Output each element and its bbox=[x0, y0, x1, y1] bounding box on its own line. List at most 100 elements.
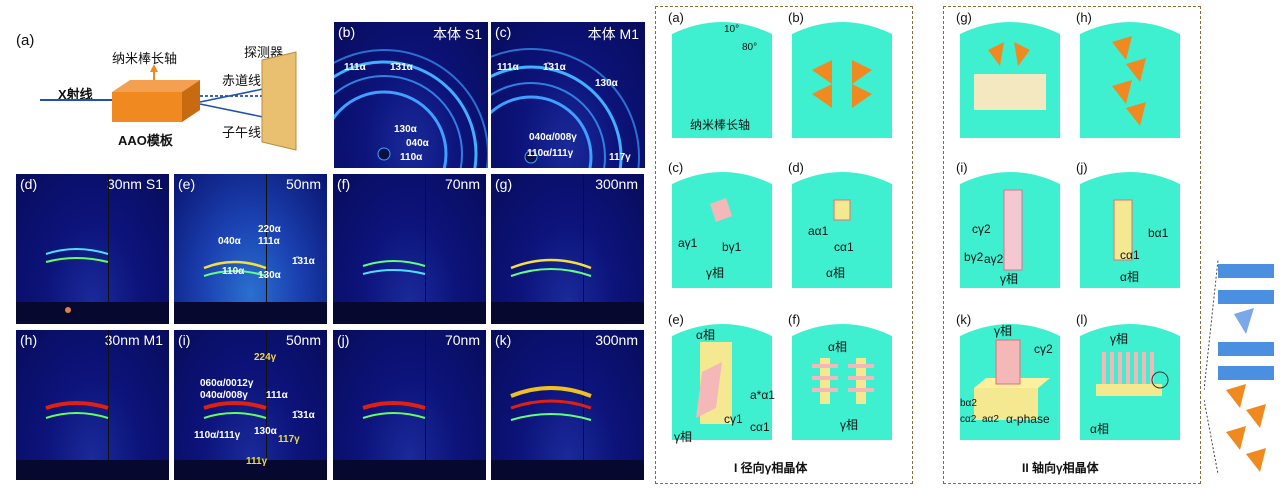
axis-label: cα1 bbox=[750, 420, 770, 434]
model-cell-2k: (k) γ相 cγ2 bα2 cα2 aα2 α-phase bbox=[954, 312, 1066, 440]
phase-label: γ相 bbox=[1110, 332, 1129, 346]
waxd-panel-i: (i) 50nm 224γ 060α/0012γ 040α/008γ 111α … bbox=[174, 330, 327, 480]
cell-label: (f) bbox=[788, 312, 801, 327]
waxd-panel-j: (j) 70nm bbox=[333, 330, 486, 480]
bulk-panel-s1: (b) 本体 S1 111α 1̄31α 130α 040α 110α bbox=[334, 22, 488, 168]
axis-label: aα2 bbox=[982, 414, 999, 425]
waxd-panel-h: (h) 30nm M1 bbox=[16, 330, 169, 480]
detector-label: 探测器 bbox=[244, 45, 284, 60]
reflection-label: 130α bbox=[254, 426, 277, 437]
axis-label: bα1 bbox=[1148, 226, 1169, 240]
model-cell-1b: (b) bbox=[786, 10, 898, 138]
reflection-label: 040α/008γ bbox=[529, 132, 577, 143]
reflection-label: 110α/111γ bbox=[194, 430, 241, 441]
panel-title: 30nm S1 bbox=[106, 176, 163, 192]
reflection-label: 130α bbox=[258, 270, 281, 281]
panel-label: (g) bbox=[495, 176, 513, 192]
phase-label: γ相 bbox=[706, 266, 725, 280]
cell-label: (i) bbox=[956, 160, 968, 175]
cell-label: (k) bbox=[956, 312, 972, 327]
reflection-label: 224γ bbox=[254, 352, 277, 363]
schematic-panel: (a) 纳米棒长轴 探测器 赤道线 X射线 子午线 AAO模板 bbox=[0, 0, 330, 170]
crystal-stack-zoom bbox=[1204, 259, 1274, 475]
panel-label: (e) bbox=[178, 176, 196, 192]
axis-label: cγ1 bbox=[724, 412, 743, 426]
phase-label: α相 bbox=[1120, 270, 1139, 284]
diffraction-arcs bbox=[333, 260, 486, 324]
panel-title: 70nm bbox=[444, 332, 480, 348]
nanorod-axis-label: 纳米棒长轴 bbox=[112, 51, 178, 66]
waxd-panel-d: (d) 30nm S1 bbox=[16, 174, 169, 324]
cell-label: (j) bbox=[1076, 160, 1088, 175]
reflection-label: 111α bbox=[258, 236, 280, 247]
reflection-label: 111α bbox=[266, 390, 288, 401]
model-cell-1d: (d) aα1 cα1 α相 bbox=[786, 160, 898, 288]
axis-label: bγ2 bbox=[964, 250, 984, 264]
diffraction-arcs bbox=[491, 258, 644, 324]
reflection-label: 1̄31α bbox=[292, 256, 315, 267]
model-cell-1e: (e) α相 γ相 a*α1 cγ1 cα1 bbox=[666, 312, 778, 444]
reflection-label: 130α bbox=[394, 124, 417, 135]
nanorod-axis-label: 纳米棒长轴 bbox=[690, 118, 751, 132]
group-axial: II 轴向γ相晶体 bbox=[943, 6, 1201, 484]
cell-label: (c) bbox=[668, 160, 684, 175]
reflection-label: 111γ bbox=[246, 456, 268, 467]
waxd-panel-f: (f) 70nm bbox=[333, 174, 486, 324]
reflection-label: 111α bbox=[344, 62, 366, 73]
cell-label: (d) bbox=[788, 160, 804, 175]
reflection-label: 040α bbox=[406, 138, 429, 149]
cell-label: (h) bbox=[1076, 10, 1092, 25]
panel-label: (i) bbox=[178, 332, 191, 348]
cell-label: (g) bbox=[956, 10, 972, 25]
panel-label: (b) bbox=[338, 24, 356, 40]
panel-label: (k) bbox=[495, 332, 512, 348]
panel-label: (c) bbox=[495, 24, 512, 40]
panel-title: 本体 S1 bbox=[432, 26, 482, 42]
panel-label: (f) bbox=[337, 176, 351, 192]
phase-label: α相 bbox=[696, 328, 715, 342]
diffraction-arcs bbox=[16, 401, 169, 480]
model-cell-2l: (l) γ相 α相 bbox=[1074, 312, 1186, 440]
phase-label: γ相 bbox=[840, 418, 859, 432]
phase-label: γ相 bbox=[674, 430, 693, 444]
axis-label: cγ2 bbox=[972, 222, 991, 236]
diffraction-arcs bbox=[174, 401, 327, 480]
panel-title: 50nm bbox=[285, 332, 321, 348]
meridian-label: 子午线 bbox=[222, 125, 262, 140]
diffraction-arcs bbox=[491, 386, 644, 480]
cell-label: (e) bbox=[668, 312, 684, 327]
axis-label: a*α1 bbox=[750, 388, 775, 402]
panel-title: 300nm bbox=[595, 176, 638, 192]
reflection-label: 1̄31α bbox=[543, 62, 566, 73]
phase-label: α相 bbox=[826, 266, 845, 280]
model-cell-2g: (g) bbox=[954, 10, 1066, 138]
axis-label: cα2 bbox=[960, 414, 977, 425]
reflection-label: 117γ bbox=[278, 434, 300, 445]
angle-label: 10° bbox=[724, 24, 740, 35]
diffraction-arcs bbox=[16, 248, 169, 324]
reflection-label: 040α bbox=[218, 236, 241, 247]
reflection-label: 117γ bbox=[609, 152, 631, 163]
xray-label: X射线 bbox=[58, 87, 93, 102]
model-cell-1a: (a) 10° 80° 纳米棒长轴 bbox=[666, 10, 778, 138]
cell-label: (a) bbox=[668, 10, 684, 25]
template-label: AAO模板 bbox=[118, 133, 173, 148]
group-caption: II 轴向γ相晶体 bbox=[1022, 461, 1099, 475]
phase-label: α相 bbox=[828, 340, 847, 354]
axis-label: aγ1 bbox=[678, 236, 698, 250]
axis-label: aγ2 bbox=[984, 252, 1004, 266]
model-cell-2i: (i) cγ2 bγ2 aγ2 γ相 bbox=[954, 160, 1066, 288]
group-radial: I 径向γ相晶体 bbox=[655, 6, 913, 484]
schematic-drawing bbox=[40, 51, 297, 151]
phase-label: γ相 bbox=[994, 324, 1013, 338]
group-caption: I 径向γ相晶体 bbox=[734, 461, 808, 475]
angle-label: 80° bbox=[742, 42, 758, 53]
model-cell-2j: (j) bα1 cα1 α相 bbox=[1074, 160, 1186, 288]
model-cell-2h: (h) bbox=[1074, 10, 1186, 138]
model-cell-1f: (f) α相 γ相 bbox=[786, 312, 898, 440]
panel-label: (h) bbox=[20, 332, 38, 348]
panel-title: 300nm bbox=[595, 332, 638, 348]
reflection-label: 110α bbox=[400, 152, 423, 163]
phase-label: α-phase bbox=[1006, 412, 1050, 426]
axis-label: bγ1 bbox=[722, 240, 742, 254]
